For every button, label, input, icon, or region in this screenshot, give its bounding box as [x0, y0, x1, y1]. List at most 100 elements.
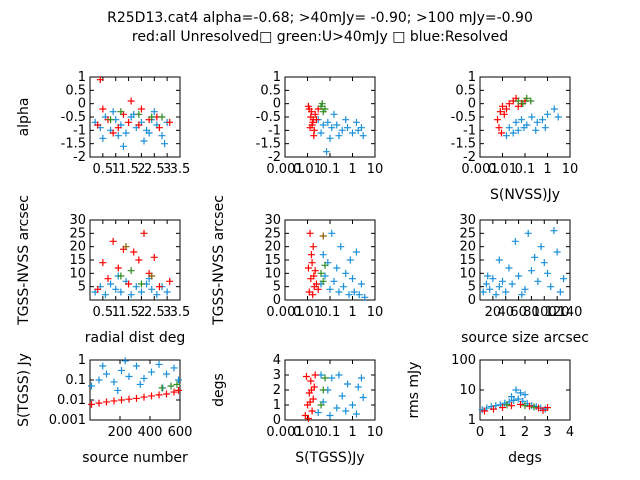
data-point — [342, 116, 350, 124]
data-point — [103, 370, 110, 378]
data-point — [355, 291, 363, 299]
data-point — [148, 392, 155, 400]
x-tick-label: 0.01 — [293, 425, 322, 440]
data-point — [155, 391, 163, 399]
x-tick-label: 0.001 — [461, 162, 498, 177]
data-point — [99, 134, 107, 142]
y-tick-label: 5 — [78, 280, 86, 295]
x-tick-label: 100 — [532, 305, 557, 320]
data-point — [135, 256, 143, 264]
y-axis-label: TGSS-NVSS arcsec — [16, 195, 32, 326]
data-point — [95, 376, 103, 384]
y-tick-label: 10 — [264, 266, 281, 281]
data-point — [114, 132, 122, 140]
data-point — [302, 373, 310, 380]
y-tick-label: 20 — [264, 240, 281, 255]
data-point — [499, 102, 506, 110]
data-point — [308, 259, 316, 267]
data-point — [503, 401, 511, 409]
series-brown — [319, 232, 327, 240]
data-point — [125, 118, 133, 126]
x-tick-label: 80 — [523, 305, 540, 320]
y-axis-label: S(TGSS) Jy — [16, 353, 32, 427]
data-point — [324, 118, 332, 126]
x-tick-label: 0 — [476, 425, 484, 440]
data-point — [125, 395, 133, 403]
data-point — [137, 280, 145, 288]
x-tick-label: 0.1 — [320, 305, 341, 320]
data-point — [133, 362, 140, 370]
x-tick-label: 10 — [562, 162, 579, 177]
data-point — [508, 280, 516, 288]
data-point — [319, 232, 327, 240]
data-point — [524, 229, 532, 237]
series-green — [514, 94, 535, 108]
data-point — [88, 382, 95, 390]
y-tick-label: 100 — [451, 353, 476, 368]
data-point — [352, 118, 360, 126]
data-point — [148, 285, 156, 293]
x-axis-label: S(TGSS)Jy — [295, 450, 364, 466]
data-point — [170, 388, 178, 396]
y-tick-label: 25 — [459, 226, 476, 241]
y-tick-label: 0.5 — [260, 83, 281, 98]
data-point — [326, 285, 334, 293]
data-point — [505, 264, 513, 272]
data-point — [122, 243, 130, 251]
series-blue — [314, 371, 367, 419]
data-point — [312, 116, 320, 124]
series-red — [304, 102, 322, 140]
data-point — [309, 395, 317, 403]
data-point — [112, 285, 120, 293]
data-point — [319, 121, 327, 129]
data-point — [175, 386, 182, 394]
x-tick-label: 400 — [138, 425, 163, 440]
data-point — [321, 105, 329, 113]
data-point — [517, 400, 524, 408]
x-tick-label: 140 — [558, 305, 583, 320]
data-point — [333, 264, 341, 272]
data-point — [333, 121, 341, 129]
x-tick-label: 1 — [348, 162, 356, 177]
data-point — [344, 380, 352, 388]
data-point — [170, 364, 178, 372]
plot-frame — [89, 359, 181, 421]
data-point — [110, 397, 118, 405]
data-point — [107, 116, 115, 124]
data-point — [317, 269, 325, 277]
y-tick-label: -2 — [268, 150, 281, 165]
y-tick-label: 0 — [273, 413, 281, 428]
plot-frame — [284, 76, 376, 158]
x-tick-label: 3.5 — [170, 162, 191, 177]
x-tick-label: 3 — [163, 162, 171, 177]
data-point — [308, 407, 316, 415]
data-point — [173, 380, 181, 388]
x-tick-label: 4 — [566, 425, 574, 440]
data-point — [540, 259, 548, 267]
data-point — [117, 288, 125, 296]
data-point — [311, 267, 319, 275]
data-point — [109, 108, 117, 116]
data-point — [512, 118, 520, 126]
data-point — [121, 357, 129, 365]
y-tick-label: 0 — [273, 97, 281, 112]
x-tick-label: 0.01 — [293, 305, 322, 320]
y-tick-label: 5 — [273, 280, 281, 295]
series-brown — [122, 243, 156, 280]
x-tick-label: 0.5 — [93, 162, 114, 177]
data-point — [110, 378, 118, 386]
data-point — [114, 264, 122, 272]
data-point — [96, 76, 104, 84]
data-point — [514, 395, 522, 403]
x-tick-label: 2 — [521, 425, 529, 440]
data-point — [307, 251, 315, 259]
data-point — [117, 108, 125, 116]
x-tick-label: 10 — [367, 305, 384, 320]
x-tick-label: 3.5 — [170, 305, 191, 320]
data-point — [354, 383, 362, 391]
